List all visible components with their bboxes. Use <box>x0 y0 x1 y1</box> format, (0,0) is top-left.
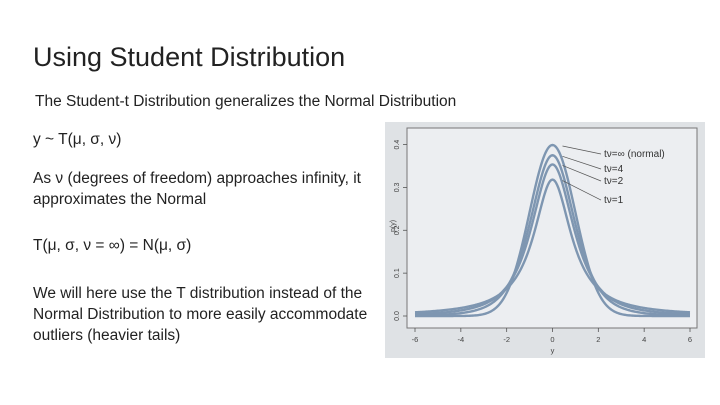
x-tick-label: 6 <box>688 335 692 344</box>
t-distribution-photo: 0.0 0.1 0.2 0.3 0.4 p(y) -6 -4 -2 0 2 4 6 y tν=∞ (no… <box>385 122 705 358</box>
x-tick-label: 4 <box>642 335 646 344</box>
y-tick-label: 0.0 <box>394 311 401 321</box>
y-tick-label: 0.4 <box>394 140 401 150</box>
x-tick-label: 0 <box>550 335 554 344</box>
legend-pointer <box>562 145 602 155</box>
slide-title: Using Student Distribution <box>33 42 346 72</box>
x-tick-label: -6 <box>412 335 419 344</box>
slide-subtitle: The Student-t Distribution generalizes t… <box>35 93 457 110</box>
legend-entry: tν=2 <box>604 176 624 187</box>
density-curve-1 <box>414 154 691 317</box>
legend: tν=∞ (normal) tν=4tν=2 tν=1 <box>562 145 665 206</box>
x-tick-label: -4 <box>457 335 464 344</box>
model-formula: y ~ T(μ, σ, ν) <box>33 131 122 148</box>
plot-frame <box>406 127 698 329</box>
density-curve-0 <box>415 143 690 318</box>
y-tick-label: 0.2 <box>394 225 401 235</box>
y-axis-label: p(y) <box>390 220 397 232</box>
legend-pointer <box>562 155 602 170</box>
x-tick-label: 2 <box>596 335 600 344</box>
density-curve-2 <box>414 163 691 316</box>
x-axis-label: y <box>551 346 555 355</box>
density-curve-3 <box>414 178 691 314</box>
y-tick-label: 0.3 <box>394 182 401 192</box>
legend-entry: tν=4 <box>604 164 624 175</box>
curves-group <box>414 143 691 318</box>
limit-formula: T(μ, σ, ν = ∞) = N(μ, σ) <box>33 237 192 254</box>
usage-note: We will here use the T distribution inst… <box>33 285 368 344</box>
y-axis: 0.0 0.1 0.2 0.3 0.4 p(y) <box>390 140 407 321</box>
dof-explanation: As ν (degrees of freedom) approaches inf… <box>33 170 361 208</box>
legend-entry: tν=1 <box>604 195 624 206</box>
legend-pointer <box>562 180 602 201</box>
legend-entry: tν=∞ (normal) <box>604 149 665 160</box>
legend-pointer <box>562 165 602 182</box>
x-tick-label: -2 <box>503 335 510 344</box>
x-axis: -6 -4 -2 0 2 4 6 y <box>412 328 692 355</box>
y-tick-label: 0.1 <box>394 268 401 278</box>
